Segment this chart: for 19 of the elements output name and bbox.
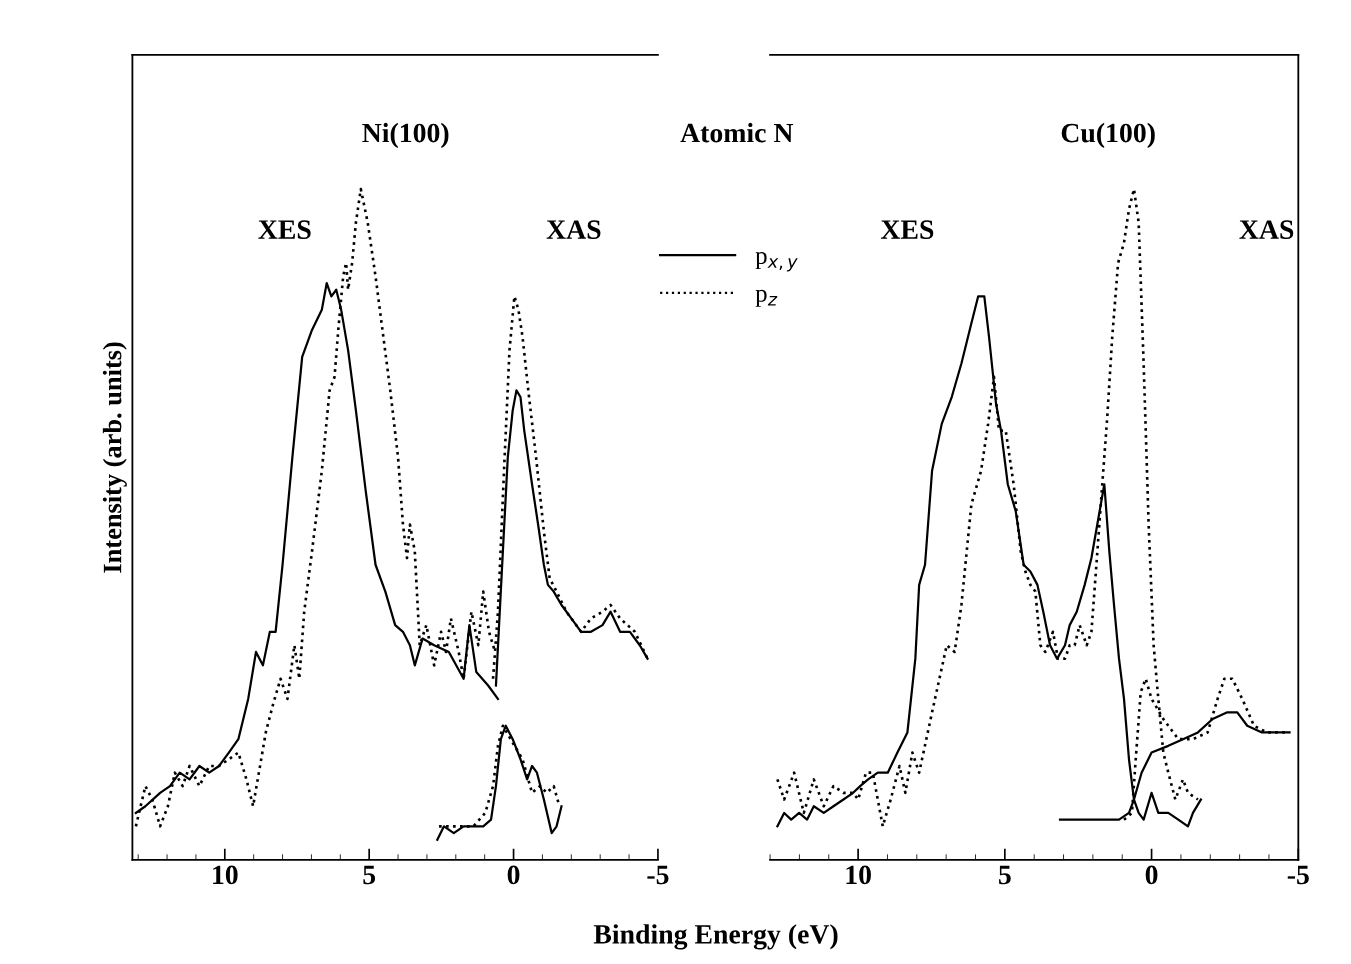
annotation: XES [258,220,311,239]
x-tick-label: 10 [846,865,871,885]
annotation: XAS [1239,220,1294,239]
text: Ni(100) [362,122,449,149]
x-axis-title: Binding Energy (eV) [593,924,838,950]
x-tick-label: 5 [363,865,376,885]
x-tick-label: 0 [507,865,520,885]
legend-label: p$_{x,y}$ [755,251,798,272]
x-tick-label: 0 [1145,865,1158,885]
annotation: XES [880,220,934,239]
y-axis-title: Intensity (arb. units) [102,342,127,573]
x-tick-label: 5 [999,865,1011,885]
x-tick-label: -5 [647,865,669,885]
x-tick-label: 10 [213,865,238,885]
text: Atomic N [680,122,794,143]
legend-label: p$_{z}$ [755,289,778,307]
annotation: XAS [546,220,601,239]
text: Cu(100) [1061,122,1155,149]
x-tick-label: -5 [1287,865,1309,885]
